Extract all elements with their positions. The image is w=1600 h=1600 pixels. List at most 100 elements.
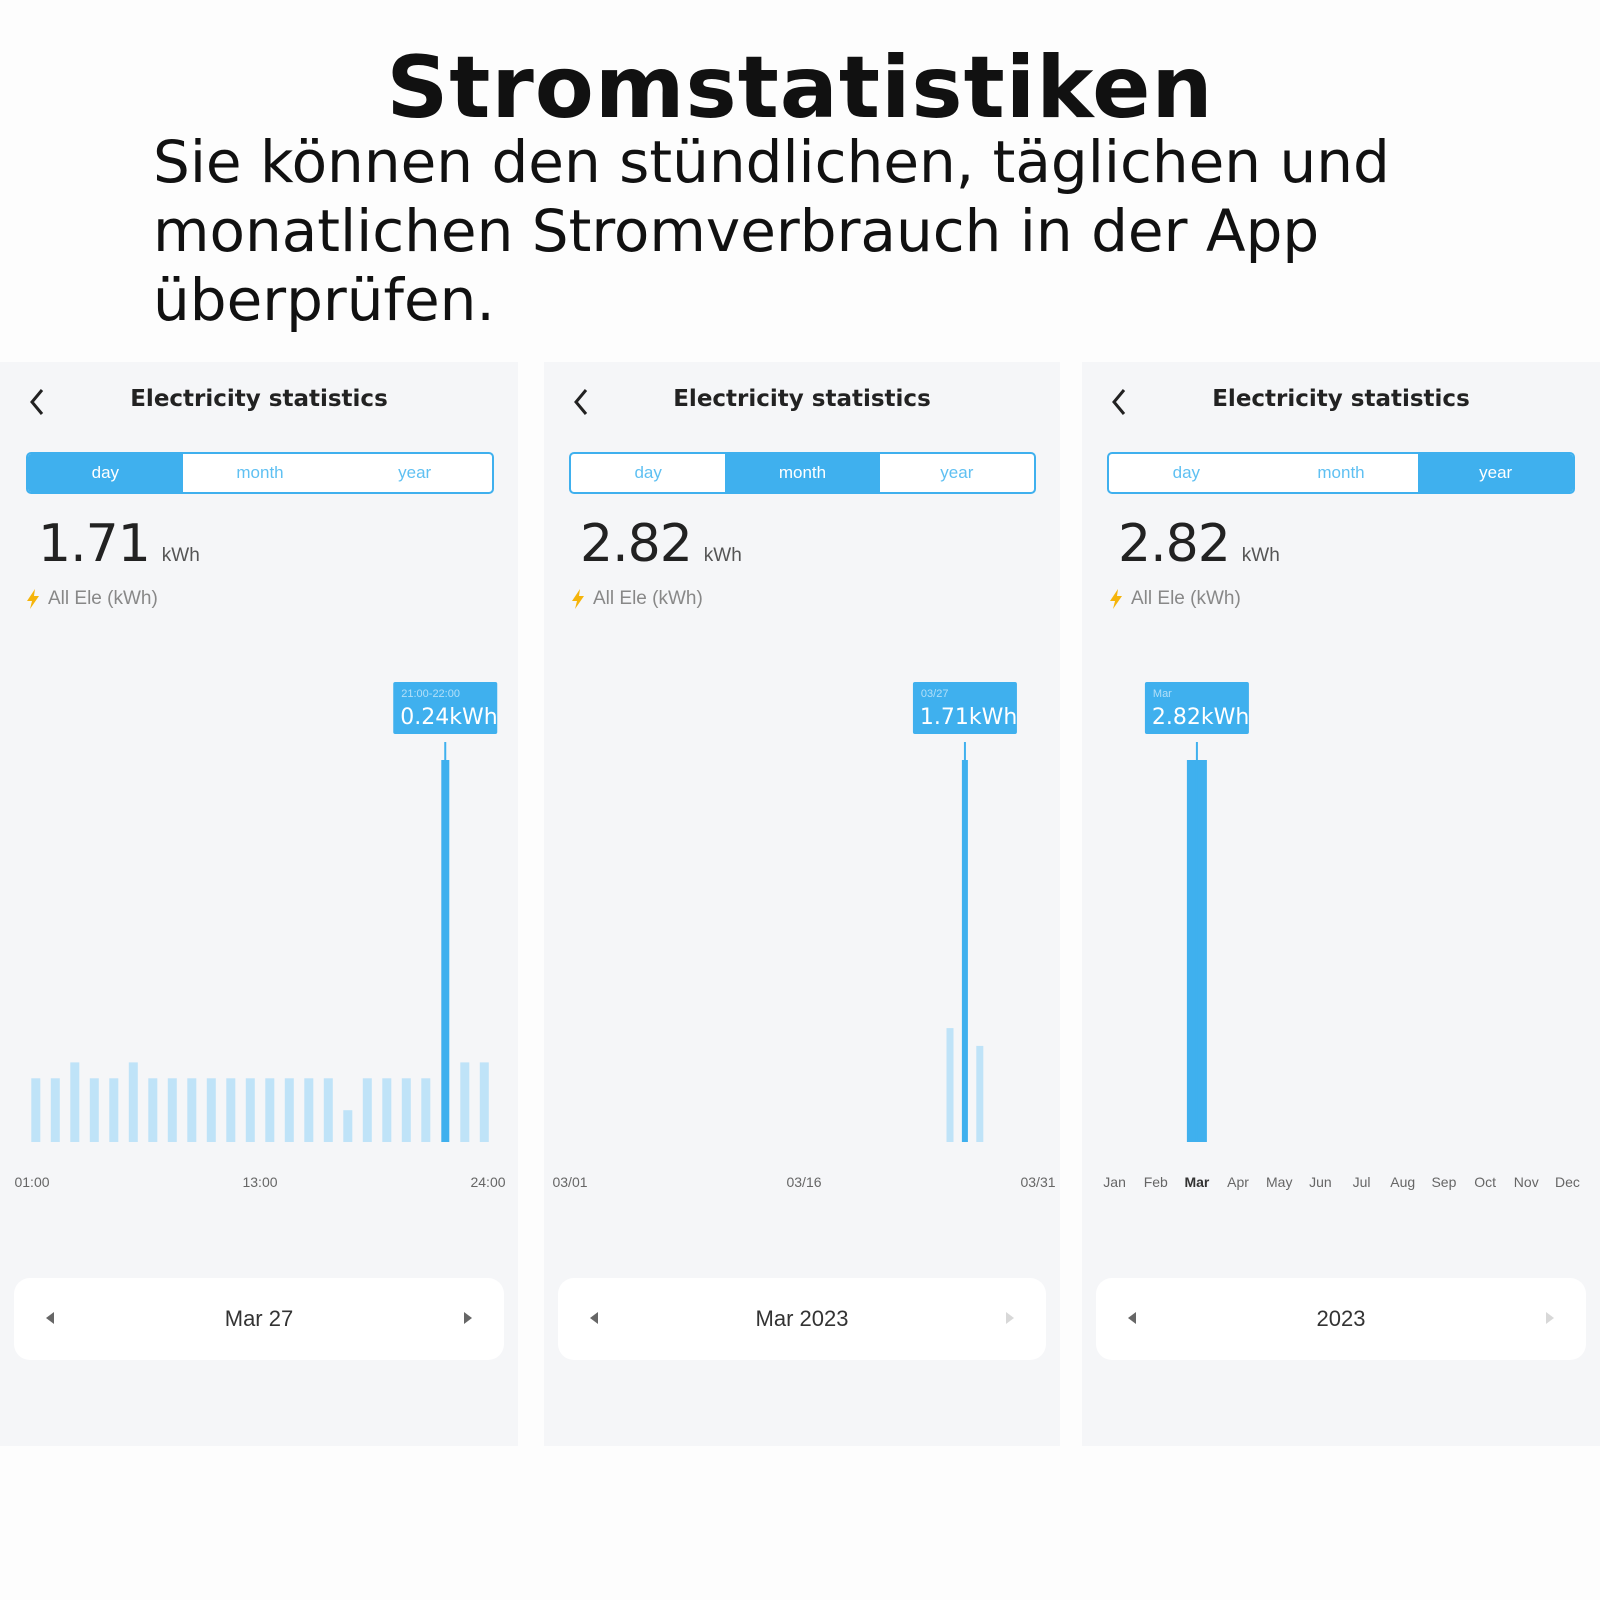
bar[interactable] — [128, 1062, 138, 1142]
total-consumption: 2.82 kWh — [580, 514, 742, 574]
x-axis-tick-label: 13:00 — [242, 1174, 278, 1190]
usage-bar-chart: 03/27 1.71kWh — [912, 682, 1017, 1142]
x-axis-tick-label: Mar — [1184, 1174, 1210, 1190]
bar[interactable] — [206, 1078, 216, 1142]
bar[interactable] — [382, 1078, 392, 1142]
screen-title: Electricity statistics — [673, 386, 931, 412]
lightning-bolt-icon — [1110, 589, 1122, 609]
x-axis-labels: Jan Feb Mar Apr May Jun Jul Aug Sep Oct Nov Dec — [1082, 1174, 1600, 1196]
next-period-icon[interactable] — [1544, 1308, 1556, 1328]
x-axis-tick-label: May — [1266, 1174, 1293, 1190]
legend-label: All Ele (kWh) — [593, 588, 703, 609]
screen-title: Electricity statistics — [1212, 386, 1470, 412]
usage-bar-chart: Mar 2.82kWh — [1144, 682, 1249, 1142]
legend-label: All Ele (kWh) — [1131, 588, 1241, 609]
date-navigator: Mar 2023 — [558, 1278, 1046, 1360]
bar[interactable] — [265, 1078, 275, 1142]
bar[interactable] — [109, 1078, 119, 1142]
tab-year[interactable]: year — [940, 463, 974, 482]
back-arrow-icon[interactable] — [24, 386, 52, 418]
bar[interactable] — [976, 1045, 984, 1142]
legend-label: All Ele (kWh) — [48, 588, 158, 609]
bar[interactable] — [89, 1078, 99, 1142]
bar[interactable] — [148, 1078, 158, 1142]
screen-header: Electricity statistics — [1082, 382, 1600, 422]
tooltip-label: 03/27 — [921, 688, 949, 700]
legend: All Ele (kWh) — [1109, 588, 1241, 610]
x-axis-tick-label: Jul — [1352, 1174, 1371, 1190]
screen-day: Electricity statistics day month year 1.… — [0, 362, 518, 1446]
lightning-bolt-icon — [572, 589, 584, 609]
current-period-label: 2023 — [1316, 1306, 1366, 1331]
total-value: 2.82 — [1118, 514, 1231, 574]
current-period-label: Mar 2023 — [755, 1306, 849, 1331]
tooltip-value: 1.71kWh — [920, 705, 1017, 730]
bar[interactable] — [460, 1062, 470, 1142]
x-axis-tick-label: 03/01 — [552, 1174, 588, 1190]
screen-month: Electricity statistics day month year 2.… — [544, 362, 1060, 1446]
x-axis-tick-label: Sep — [1431, 1174, 1457, 1190]
x-axis-tick-label: Aug — [1390, 1174, 1416, 1190]
previous-period-icon[interactable] — [44, 1308, 56, 1328]
bar[interactable] — [167, 1078, 177, 1142]
bar[interactable] — [323, 1078, 333, 1142]
date-navigator: Mar 27 — [14, 1278, 504, 1360]
next-period-icon[interactable] — [462, 1308, 474, 1328]
bar[interactable] — [50, 1078, 60, 1142]
bar[interactable] — [343, 1110, 353, 1142]
period-tabs: day month year — [26, 452, 494, 494]
total-unit: kWh — [1241, 545, 1280, 566]
tooltip-value: 2.82kWh — [1152, 705, 1249, 730]
screen-year: Electricity statistics day month year 2.… — [1082, 362, 1600, 1446]
tooltip-box — [1144, 682, 1249, 734]
back-arrow-icon[interactable] — [1106, 386, 1134, 418]
bar[interactable] — [284, 1078, 294, 1142]
x-axis-labels: 01:00 13:00 24:00 — [0, 1174, 518, 1196]
bar[interactable] — [401, 1078, 411, 1142]
tab-day[interactable]: day — [28, 454, 183, 492]
bar[interactable] — [362, 1078, 372, 1142]
screen-header: Electricity statistics — [0, 382, 518, 422]
tab-year[interactable]: year — [398, 463, 432, 482]
total-unit: kWh — [161, 545, 200, 566]
bar[interactable] — [226, 1078, 236, 1142]
bar[interactable] — [187, 1078, 197, 1142]
bar[interactable] — [946, 1028, 954, 1142]
tab-day[interactable]: day — [1172, 463, 1201, 482]
usage-bar-chart: 21:00-22:00 0.24kWh — [31, 682, 498, 1142]
tab-month[interactable]: month — [236, 463, 284, 482]
x-axis-tick-label: Dec — [1554, 1174, 1580, 1190]
bar[interactable] — [245, 1078, 255, 1142]
bar[interactable] — [479, 1062, 489, 1142]
tab-month[interactable]: month — [725, 454, 880, 492]
total-consumption: 2.82 kWh — [1118, 514, 1280, 574]
tooltip-value: 0.24kWh — [400, 705, 497, 730]
x-axis-tick-label: 24:00 — [470, 1174, 506, 1190]
tab-month[interactable]: month — [1317, 463, 1365, 482]
tab-day[interactable]: day — [634, 463, 662, 482]
total-value: 1.71 — [38, 514, 151, 574]
x-axis-tick-label: Jan — [1103, 1174, 1126, 1190]
x-axis-tick-label: Nov — [1513, 1174, 1539, 1190]
x-axis-tick-label: Feb — [1143, 1174, 1168, 1190]
x-axis-tick-label: Jun — [1309, 1174, 1332, 1190]
bar[interactable] — [421, 1078, 431, 1142]
current-period-label: Mar 27 — [224, 1306, 294, 1331]
tab-year[interactable]: year — [1418, 454, 1573, 492]
bar[interactable] — [304, 1078, 314, 1142]
page-title: Stromstatistiken — [386, 38, 1214, 138]
x-axis-tick-label: 03/31 — [1020, 1174, 1056, 1190]
back-arrow-icon[interactable] — [568, 386, 596, 418]
screen-header: Electricity statistics — [544, 382, 1060, 422]
total-consumption: 1.71 kWh — [38, 514, 200, 574]
next-period-icon[interactable] — [1004, 1308, 1016, 1328]
previous-period-icon[interactable] — [1126, 1308, 1138, 1328]
period-tabs: day month year — [569, 452, 1036, 494]
period-tabs: day month year — [1107, 452, 1575, 494]
legend: All Ele (kWh) — [26, 588, 158, 610]
total-value: 2.82 — [580, 514, 693, 574]
legend: All Ele (kWh) — [571, 588, 703, 610]
previous-period-icon[interactable] — [588, 1308, 600, 1328]
bar[interactable] — [31, 1078, 41, 1142]
bar[interactable] — [70, 1062, 80, 1142]
